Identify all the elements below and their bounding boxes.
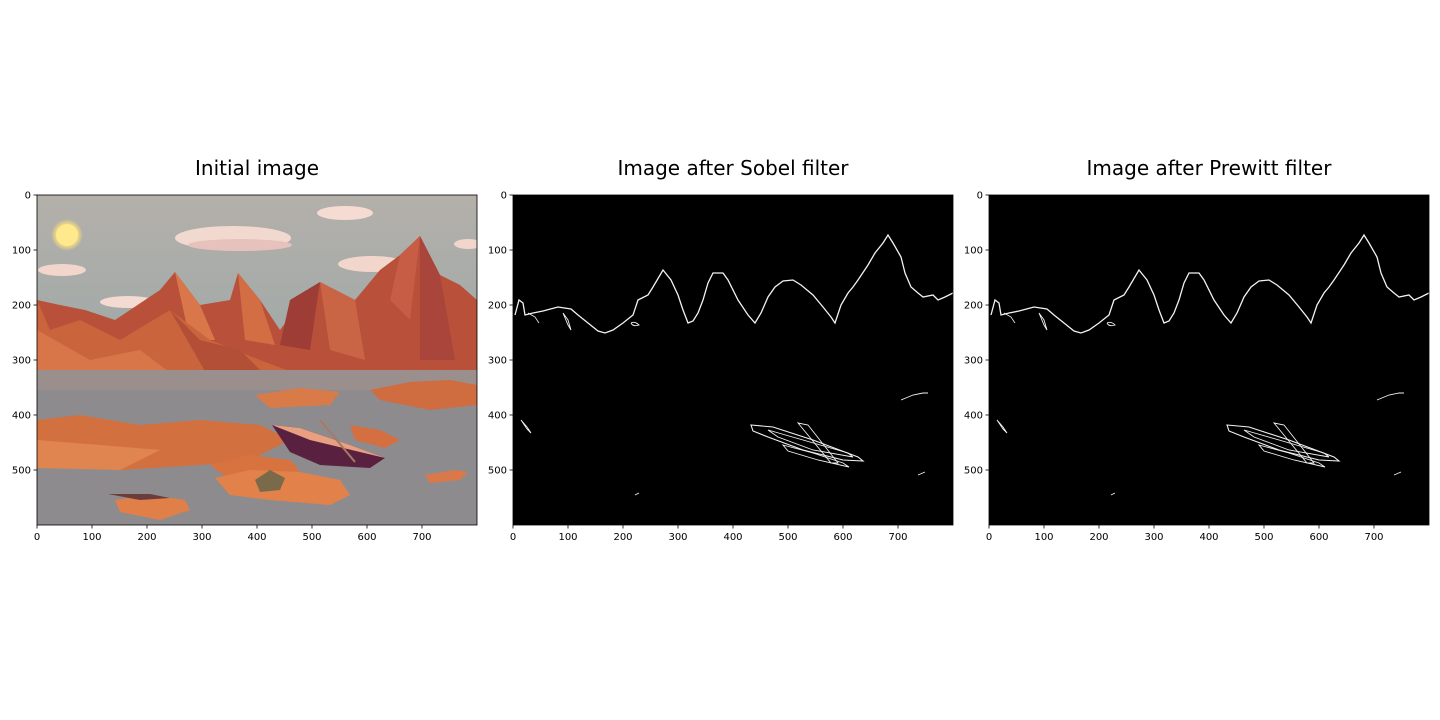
rock-edge bbox=[520, 419, 532, 434]
rock-edge bbox=[900, 392, 928, 401]
boat-edge bbox=[1226, 424, 1341, 462]
rock-edge bbox=[1038, 312, 1048, 331]
panel-title: Image after Prewitt filter bbox=[1086, 156, 1332, 180]
rock-edge bbox=[1110, 492, 1116, 496]
x-tick-label: 400 bbox=[247, 532, 266, 543]
x-tick-label: 500 bbox=[1254, 532, 1273, 543]
boat-edge bbox=[750, 424, 865, 462]
y-tick-label: 0 bbox=[501, 191, 507, 202]
x-axis-ticks: 0 100 200 300 400 500 600 700 bbox=[986, 525, 1384, 543]
x-tick-label: 300 bbox=[1144, 532, 1163, 543]
x-tick-label: 100 bbox=[558, 532, 577, 543]
cloud bbox=[317, 206, 373, 220]
y-tick-label: 0 bbox=[25, 191, 31, 202]
y-tick-label: 200 bbox=[488, 301, 507, 312]
prewitt-edge-image bbox=[989, 195, 1429, 525]
x-axis-ticks: 0 100 200 300 400 500 600 700 bbox=[34, 525, 432, 543]
rock-edge bbox=[996, 419, 1008, 434]
x-tick-label: 600 bbox=[357, 532, 376, 543]
x-tick-label: 0 bbox=[510, 532, 516, 543]
rock-edge bbox=[1003, 312, 1016, 324]
rock-edge bbox=[630, 321, 640, 327]
rock-edge bbox=[562, 312, 572, 331]
x-tick-label: 100 bbox=[1034, 532, 1053, 543]
cloud bbox=[454, 239, 477, 249]
x-tick-label: 0 bbox=[986, 532, 992, 543]
x-tick-label: 500 bbox=[778, 532, 797, 543]
mountain-ridge-edge bbox=[990, 233, 1429, 334]
rock-edge bbox=[634, 492, 640, 496]
rock-edge bbox=[917, 471, 926, 476]
y-tick-label: 500 bbox=[964, 466, 983, 477]
rock-edge bbox=[527, 312, 540, 324]
boat-edge bbox=[1257, 444, 1326, 468]
boat-edge bbox=[781, 444, 850, 468]
x-tick-label: 600 bbox=[1309, 532, 1328, 543]
sobel-edge-image bbox=[513, 195, 953, 525]
panel-title: Initial image bbox=[195, 156, 319, 180]
y-tick-label: 400 bbox=[964, 411, 983, 422]
mountain-ridge-edge bbox=[514, 233, 953, 334]
y-tick-label: 300 bbox=[12, 356, 31, 367]
boat-mast-edge bbox=[1272, 422, 1315, 464]
landscape-image bbox=[37, 195, 477, 525]
x-tick-label: 600 bbox=[833, 532, 852, 543]
x-tick-label: 200 bbox=[613, 532, 632, 543]
y-tick-label: 100 bbox=[964, 246, 983, 257]
y-tick-label: 200 bbox=[12, 301, 31, 312]
rock-edge bbox=[1393, 471, 1402, 476]
x-axis-ticks: 0 100 200 300 400 500 600 700 bbox=[510, 525, 908, 543]
rock-edge bbox=[1376, 392, 1404, 401]
x-tick-label: 100 bbox=[82, 532, 101, 543]
y-tick-label: 0 bbox=[977, 191, 983, 202]
cloud bbox=[38, 264, 86, 276]
x-tick-label: 700 bbox=[888, 532, 907, 543]
y-tick-label: 200 bbox=[964, 301, 983, 312]
y-tick-label: 400 bbox=[488, 411, 507, 422]
y-tick-label: 300 bbox=[964, 356, 983, 367]
y-tick-label: 100 bbox=[12, 246, 31, 257]
y-axis-ticks: 0 100 200 300 400 500 bbox=[12, 191, 37, 477]
x-tick-label: 500 bbox=[302, 532, 321, 543]
x-tick-label: 700 bbox=[1364, 532, 1383, 543]
x-tick-label: 300 bbox=[668, 532, 687, 543]
y-tick-label: 500 bbox=[12, 466, 31, 477]
x-tick-label: 200 bbox=[137, 532, 156, 543]
rock-edge bbox=[1106, 321, 1116, 327]
x-tick-label: 200 bbox=[1089, 532, 1108, 543]
panel-title: Image after Sobel filter bbox=[617, 156, 849, 180]
boat-edge bbox=[767, 429, 854, 458]
y-axis-ticks: 0 100 200 300 400 500 bbox=[964, 191, 989, 477]
x-tick-label: 0 bbox=[34, 532, 40, 543]
y-tick-label: 400 bbox=[12, 411, 31, 422]
x-tick-label: 400 bbox=[723, 532, 742, 543]
y-tick-label: 100 bbox=[488, 246, 507, 257]
x-tick-label: 300 bbox=[192, 532, 211, 543]
x-tick-label: 400 bbox=[1199, 532, 1218, 543]
y-tick-label: 500 bbox=[488, 466, 507, 477]
boat-mast-edge bbox=[796, 422, 839, 464]
y-tick-label: 300 bbox=[488, 356, 507, 367]
x-tick-label: 700 bbox=[412, 532, 431, 543]
y-axis-ticks: 0 100 200 300 400 500 bbox=[488, 191, 513, 477]
boat-edge bbox=[1243, 429, 1330, 458]
